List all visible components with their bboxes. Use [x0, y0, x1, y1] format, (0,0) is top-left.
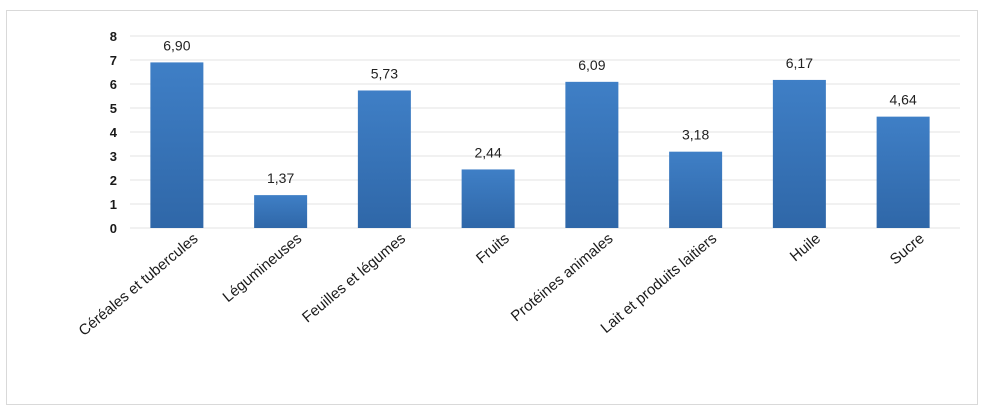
data-label: 5,73	[371, 65, 398, 81]
y-tick-label: 3	[110, 149, 117, 164]
data-label: 6,17	[786, 55, 813, 71]
data-label: 2,44	[475, 144, 502, 160]
y-tick-label: 4	[110, 125, 118, 140]
y-tick-label: 0	[110, 221, 117, 236]
bars	[150, 62, 930, 229]
bar	[669, 151, 723, 228]
category-label: Lait et produits laitiers	[597, 230, 720, 337]
bar	[461, 169, 515, 228]
category-labels: Céréales et tubercules LégumineusesFeuill…	[76, 230, 928, 340]
y-tick-label: 7	[110, 53, 117, 68]
data-label: 6,09	[578, 57, 605, 73]
category-label: Protéines animales	[508, 230, 617, 325]
y-tick-label: 6	[110, 77, 117, 92]
y-tick-label: 5	[110, 101, 117, 116]
data-label: 6,90	[163, 37, 190, 53]
data-labels: 6,90 1,37 5,73 2,44 6,09 3,18 6,17 4,64	[163, 37, 917, 186]
category-label: Céréales et tubercules	[76, 230, 202, 340]
y-axis-ticks: 0 1 2 3 4 5 6 7 8	[110, 29, 118, 236]
category-label: Sucre	[887, 230, 928, 268]
category-label: Huile	[787, 230, 824, 265]
bar	[772, 79, 826, 228]
bar	[357, 90, 411, 228]
data-label: 4,64	[890, 92, 917, 108]
bar	[876, 116, 930, 228]
data-label: 1,37	[267, 170, 294, 186]
category-label: Fruits	[473, 230, 513, 267]
category-label: Légumineuses	[220, 230, 306, 306]
bar	[565, 81, 619, 228]
y-tick-label: 1	[110, 197, 117, 212]
bar	[150, 62, 204, 229]
bar	[254, 195, 308, 228]
data-label: 3,18	[682, 127, 709, 143]
y-tick-label: 8	[110, 29, 117, 44]
category-label: Feuilles et légumes	[299, 230, 409, 326]
y-tick-label: 2	[110, 173, 117, 188]
